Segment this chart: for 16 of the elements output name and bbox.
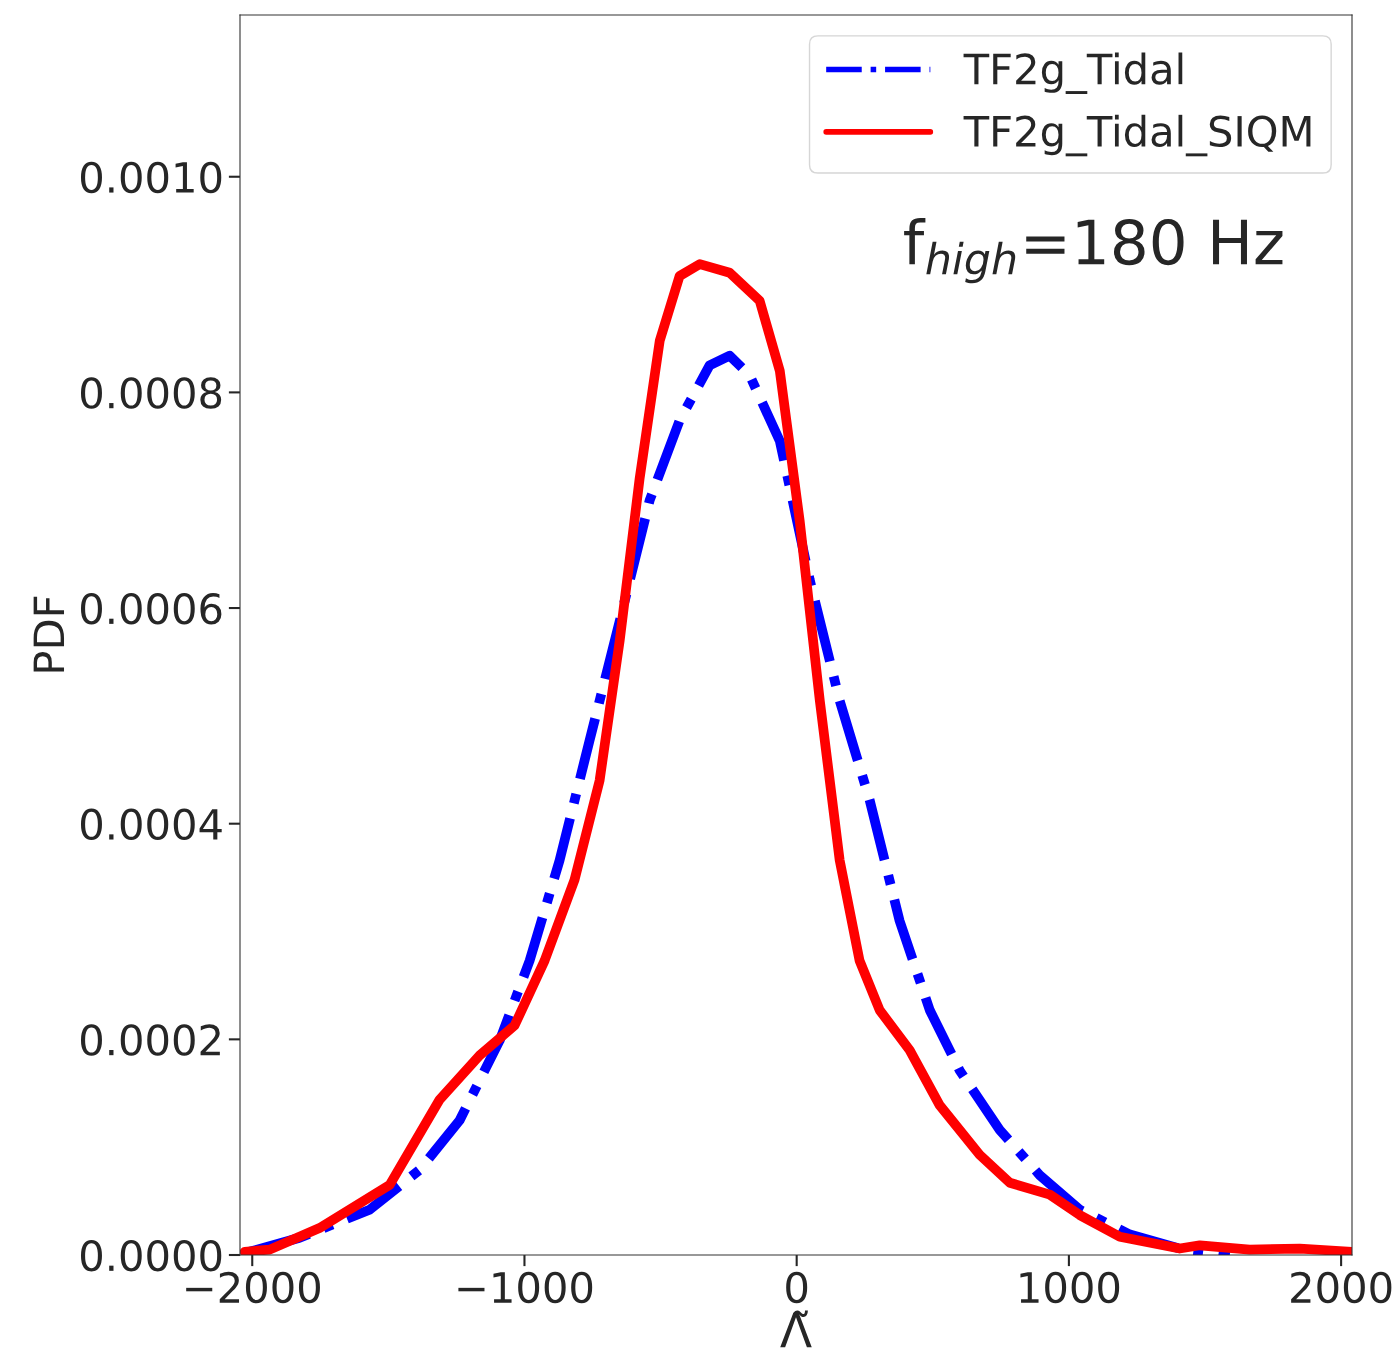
annotation: f$_{high}$=180 Hz [904,217,1283,284]
y-tick-label: 0.0010 [80,161,222,194]
y-tick-label: 0.0000 [80,1239,222,1272]
y-tick-label: 0.0008 [80,377,222,409]
x-tick-label: 0 [786,1271,808,1304]
y-axis-title: PDF [33,596,65,672]
y-tick-label: 0.0004 [80,808,222,841]
legend-label: TF2g_Tidal [963,52,1183,94]
x-tick-label: 1000 [1020,1271,1120,1304]
legend-label: TF2g_Tidal_SIQM [963,114,1311,157]
y-tick-label: 0.0006 [80,592,222,625]
x-tick-label: −2000 [186,1271,320,1304]
x-tick-label: 2000 [1291,1271,1392,1304]
x-axis-title: Λ̃ [780,1310,812,1348]
x-tick-label: −1000 [458,1271,593,1304]
y-tick-label: 0.0002 [80,1024,220,1056]
